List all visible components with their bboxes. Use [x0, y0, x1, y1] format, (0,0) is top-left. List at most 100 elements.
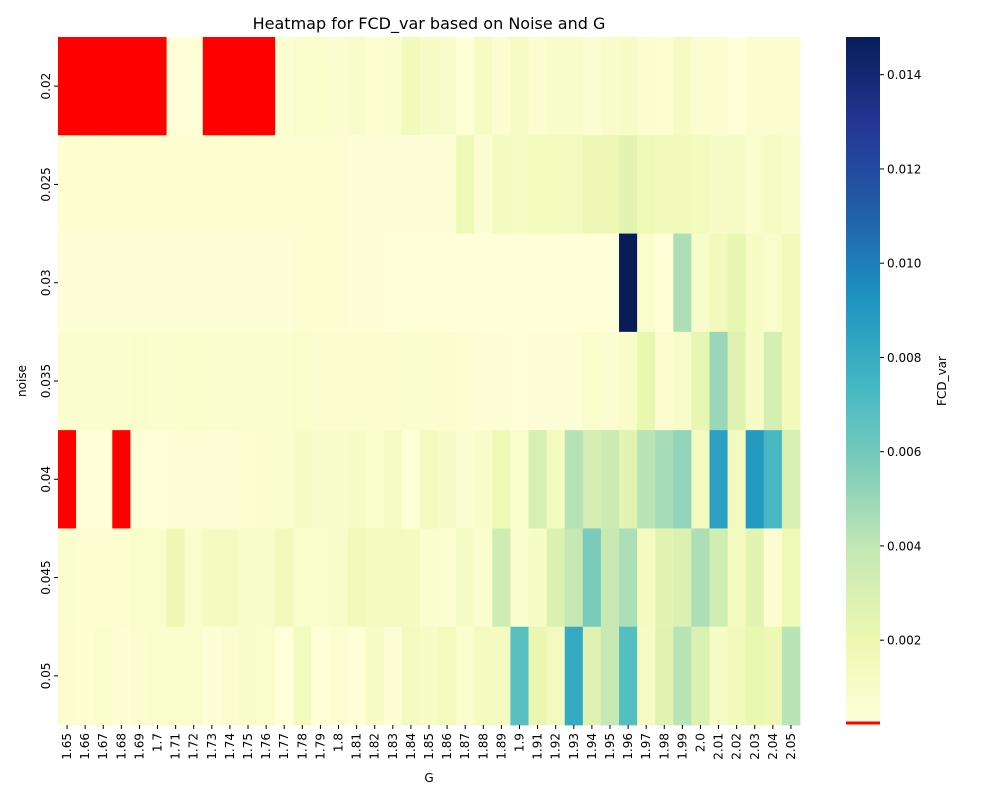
- heatmap-cell: [130, 135, 149, 234]
- heatmap-cell: [112, 37, 131, 136]
- heatmap-cell: [166, 331, 186, 431]
- x-tick-label: 1.78: [295, 733, 309, 760]
- heatmap-cell: [275, 233, 294, 333]
- heatmap-cell: [528, 37, 548, 136]
- heatmap-cell: [673, 233, 692, 333]
- y-tick-label: 0.04: [39, 466, 53, 493]
- y-tick-label: 0.025: [39, 167, 53, 201]
- heatmap-cell: [202, 37, 222, 136]
- heatmap-cell: [528, 430, 548, 529]
- heatmap-cell: [456, 626, 475, 726]
- heatmap-cell: [600, 430, 620, 529]
- heatmap-cell: [329, 331, 348, 431]
- heatmap-cell: [727, 528, 747, 628]
- x-tick-label: 1.8: [332, 733, 346, 752]
- heatmap-cell: [275, 135, 294, 234]
- heatmap-cell: [763, 626, 783, 726]
- y-axis-label: noise: [15, 365, 29, 397]
- heatmap-cell: [184, 233, 204, 333]
- x-tick-label: 1.92: [549, 733, 563, 760]
- heatmap-cell: [311, 135, 330, 234]
- heatmap-cell: [492, 430, 511, 529]
- heatmap-cell: [655, 626, 674, 726]
- heatmap-cell: [474, 37, 493, 136]
- heatmap-cell: [781, 528, 801, 628]
- x-tick-label: 1.66: [78, 733, 92, 760]
- x-tick-label: 1.94: [585, 733, 599, 760]
- heatmap-cell: [365, 430, 385, 529]
- heatmap-cell: [166, 135, 186, 234]
- heatmap-cell: [474, 331, 493, 431]
- heatmap-cell: [637, 135, 656, 234]
- heatmap-cell: [745, 233, 765, 333]
- heatmap-cell: [166, 233, 186, 333]
- colorbar-tick-label: 0.014: [887, 68, 921, 82]
- heatmap-cell: [293, 626, 312, 726]
- x-tick-label: 1.75: [241, 733, 255, 760]
- heatmap-cell: [94, 331, 113, 431]
- heatmap-cell: [94, 135, 113, 234]
- heatmap-cell: [709, 37, 729, 136]
- heatmap-cell: [419, 135, 439, 234]
- heatmap-cell: [510, 135, 529, 234]
- heatmap-cell: [673, 331, 692, 431]
- heatmap-cell: [727, 331, 747, 431]
- x-axis-label: G: [424, 771, 433, 785]
- heatmap-cell: [691, 135, 710, 234]
- heatmap-cell: [293, 135, 312, 234]
- heatmap-cell: [492, 233, 511, 333]
- heatmap-cell: [456, 528, 475, 628]
- heatmap-cell: [673, 430, 692, 529]
- x-tick-label: 1.97: [639, 733, 653, 760]
- heatmap-cell: [438, 331, 457, 431]
- heatmap-cell: [383, 135, 403, 234]
- heatmap-cell: [637, 626, 656, 726]
- x-tick-label: 1.7: [151, 733, 165, 752]
- heatmap-cell: [673, 626, 692, 726]
- heatmap-cell: [655, 37, 674, 136]
- x-tick-label: 1.74: [223, 733, 237, 760]
- x-tick-label: 1.86: [440, 733, 454, 760]
- x-tick-label: 1.76: [259, 733, 273, 760]
- heatmap-cell: [202, 528, 222, 628]
- colorbar-tick-label: 0.008: [887, 351, 921, 365]
- heatmap-cell: [220, 331, 240, 431]
- colorbar: 0.002 0.004 0.006 0.008 0.010 0.012 0.014: [846, 37, 921, 725]
- heatmap-cell: [637, 331, 656, 431]
- heatmap-cell: [510, 430, 529, 529]
- heatmap-cell: [419, 626, 439, 726]
- heatmap-cell: [546, 430, 566, 529]
- heatmap-cell: [510, 37, 529, 136]
- heatmap-cell: [202, 331, 222, 431]
- heatmap-cell: [727, 430, 747, 529]
- heatmap-cell: [311, 626, 330, 726]
- heatmap-cell: [781, 331, 801, 431]
- heatmap-cell: [58, 331, 77, 431]
- heatmap-cell: [510, 528, 529, 628]
- heatmap-cell: [220, 37, 240, 136]
- heatmap-cell: [130, 430, 149, 529]
- x-tick-label: 1.67: [96, 733, 110, 760]
- x-tick-label: 1.73: [205, 733, 219, 760]
- heatmap-cell: [709, 626, 729, 726]
- heatmap-cell: [238, 528, 258, 628]
- heatmap-cell: [94, 626, 113, 726]
- heatmap-cell: [94, 233, 113, 333]
- heatmap-cell: [257, 135, 276, 234]
- heatmap-cell: [419, 430, 439, 529]
- x-tick-label: 2.05: [784, 733, 798, 760]
- heatmap-cell: [492, 331, 511, 431]
- heatmap-cell: [184, 626, 204, 726]
- heatmap-cell: [763, 331, 783, 431]
- heatmap-cell: [546, 528, 566, 628]
- heatmap-cell: [564, 331, 584, 431]
- heatmap-cell: [329, 430, 348, 529]
- heatmap-cell: [383, 626, 403, 726]
- heatmap-cell: [600, 135, 620, 234]
- heatmap-cell: [673, 37, 692, 136]
- heatmap-cell: [655, 430, 674, 529]
- heatmap-cell: [528, 331, 548, 431]
- chart-title: Heatmap for FCD_var based on Noise and G: [253, 14, 606, 34]
- heatmap-cell: [347, 430, 367, 529]
